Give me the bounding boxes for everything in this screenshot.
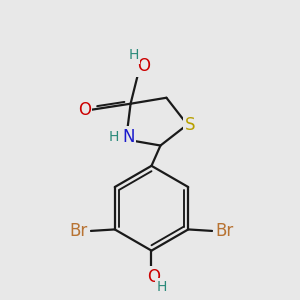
Text: O: O (137, 57, 151, 75)
Text: Br: Br (70, 222, 88, 240)
Text: Br: Br (215, 222, 233, 240)
Text: H: H (128, 48, 139, 62)
Text: H: H (157, 280, 167, 294)
Text: N: N (122, 128, 135, 146)
Text: O: O (147, 268, 161, 286)
Text: O: O (78, 101, 91, 119)
Text: S: S (184, 116, 195, 134)
Text: H: H (108, 130, 119, 144)
